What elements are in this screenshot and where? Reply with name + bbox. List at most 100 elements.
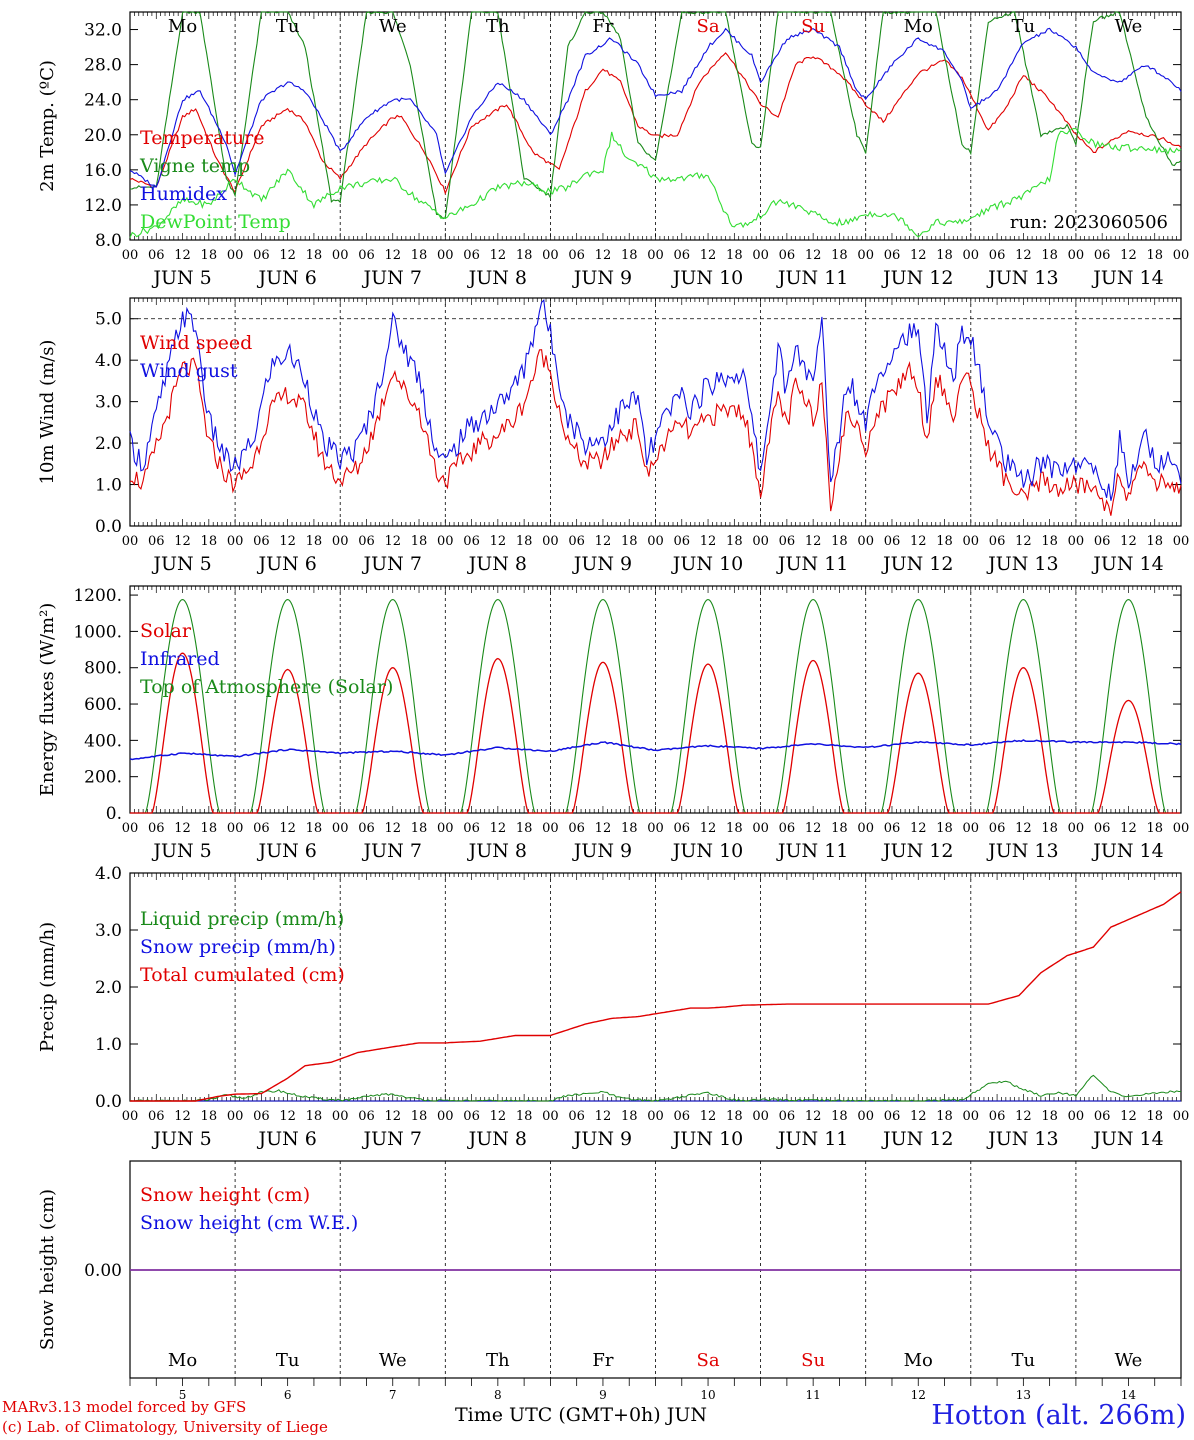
- y-tick-label: 0.00: [84, 1261, 122, 1281]
- day-name-label: Mo: [904, 16, 933, 37]
- hour-tick-label: 12: [1015, 248, 1032, 263]
- date-label: JUN 7: [362, 267, 422, 289]
- hour-tick-label: 18: [411, 534, 428, 549]
- day-number-label: 11: [806, 1388, 821, 1402]
- date-label: JUN 9: [572, 267, 632, 289]
- legend-entry: Humidex: [140, 183, 227, 205]
- hour-tick-label: 00: [1173, 1109, 1190, 1124]
- series-line-solar: [1075, 699, 1180, 814]
- hour-tick-label: 12: [805, 534, 822, 549]
- hour-tick-label: 18: [621, 821, 638, 836]
- hour-tick-label: 18: [1146, 534, 1163, 549]
- hour-tick-label: 12: [910, 821, 927, 836]
- date-label: JUN 8: [467, 1128, 527, 1150]
- hour-tick-label: 00: [752, 821, 769, 836]
- series-line-dewpoint-temp: [129, 127, 1182, 238]
- date-label: JUN 7: [362, 840, 422, 862]
- hour-tick-label: 18: [306, 1109, 323, 1124]
- hour-tick-label: 18: [411, 1109, 428, 1124]
- date-label: JUN 10: [671, 553, 743, 575]
- hour-tick-label: 18: [306, 248, 323, 263]
- hour-tick-label: 18: [1041, 534, 1058, 549]
- hour-tick-label: 00: [437, 248, 454, 263]
- legend-entry: Snow height (cm): [140, 1184, 310, 1206]
- series-line-solar: [550, 661, 655, 814]
- hour-tick-label: 18: [936, 821, 953, 836]
- hour-tick-label: 18: [516, 248, 533, 263]
- series-line-solar: [655, 663, 760, 814]
- date-label: JUN 14: [1091, 553, 1163, 575]
- hour-tick-label: 06: [568, 248, 585, 263]
- hour-tick-label: 18: [516, 534, 533, 549]
- date-label: JUN 13: [986, 840, 1058, 862]
- series-line-toa-solar: [340, 599, 445, 814]
- date-label: JUN 12: [881, 267, 953, 289]
- y-tick-label: 0.: [106, 804, 122, 824]
- y-tick-label: 8.0: [95, 231, 122, 251]
- date-label: JUN 5: [151, 1128, 211, 1150]
- hour-tick-label: 06: [1094, 534, 1111, 549]
- date-label: JUN 11: [776, 840, 848, 862]
- hour-tick-label: 00: [122, 821, 139, 836]
- hour-tick-label: 06: [148, 248, 165, 263]
- hour-tick-label: 06: [779, 821, 796, 836]
- hour-tick-label: 12: [279, 248, 296, 263]
- series-line-toa-solar: [865, 599, 970, 814]
- hour-tick-label: 18: [201, 1109, 218, 1124]
- y-tick-label: 600.: [84, 695, 122, 715]
- hour-tick-label: 12: [700, 248, 717, 263]
- legend-entry: Snow height (cm W.E.): [140, 1212, 358, 1234]
- legend-entry: Liquid precip (mm/h): [140, 908, 344, 930]
- hour-tick-label: 18: [1146, 248, 1163, 263]
- hour-tick-label: 18: [1146, 821, 1163, 836]
- hour-tick-label: 00: [857, 534, 874, 549]
- legend-entry: Temperature: [140, 127, 264, 149]
- y-tick-label: 1.0: [95, 1035, 122, 1055]
- date-label: JUN 5: [151, 840, 211, 862]
- hour-tick-label: 12: [384, 821, 401, 836]
- hour-tick-label: 00: [437, 821, 454, 836]
- credit-model: MARv3.13 model forced by GFS: [2, 1398, 247, 1416]
- hour-tick-label: 18: [201, 821, 218, 836]
- date-label: JUN 5: [151, 553, 211, 575]
- date-label: JUN 8: [467, 553, 527, 575]
- date-label: JUN 13: [986, 553, 1058, 575]
- hour-tick-label: 00: [227, 1109, 244, 1124]
- date-label: JUN 5: [151, 267, 211, 289]
- day-name-label: Mo: [168, 1350, 197, 1371]
- day-name-label: Tu: [1012, 16, 1036, 37]
- hour-tick-label: 12: [700, 821, 717, 836]
- hour-tick-label: 00: [752, 534, 769, 549]
- y-tick-label: 32.0: [84, 21, 122, 41]
- day-name-label: Sa: [697, 1350, 720, 1371]
- hour-tick-label: 12: [279, 821, 296, 836]
- hour-tick-label: 12: [910, 248, 927, 263]
- hour-tick-label: 00: [963, 534, 980, 549]
- day-name-label: We: [1115, 16, 1143, 37]
- hour-tick-label: 18: [411, 248, 428, 263]
- hour-tick-label: 12: [910, 534, 927, 549]
- hour-tick-label: 12: [384, 1109, 401, 1124]
- hour-tick-label: 06: [1094, 821, 1111, 836]
- hour-tick-label: 06: [779, 1109, 796, 1124]
- date-label: JUN 8: [467, 840, 527, 862]
- hour-tick-label: 18: [1146, 1109, 1163, 1124]
- hour-tick-label: 00: [227, 248, 244, 263]
- legend-entry: Infrared: [140, 648, 220, 670]
- date-label: JUN 10: [671, 840, 743, 862]
- date-label: JUN 11: [776, 267, 848, 289]
- series-line-wind-speed: [130, 349, 1182, 516]
- date-label: JUN 14: [1091, 267, 1163, 289]
- y-tick-label: 2.0: [95, 434, 122, 454]
- date-label: JUN 14: [1091, 840, 1163, 862]
- legend-entry: Solar: [140, 620, 192, 642]
- hour-tick-label: 18: [936, 534, 953, 549]
- legend-entry: Top of Atmosphere (Solar): [140, 676, 393, 698]
- day-name-label: Su: [801, 16, 825, 37]
- series-line-solar: [865, 672, 970, 814]
- date-label: JUN 11: [776, 553, 848, 575]
- hour-tick-label: 12: [805, 821, 822, 836]
- day-number-label: 12: [911, 1388, 926, 1402]
- hour-tick-label: 06: [674, 821, 691, 836]
- hour-tick-label: 06: [148, 821, 165, 836]
